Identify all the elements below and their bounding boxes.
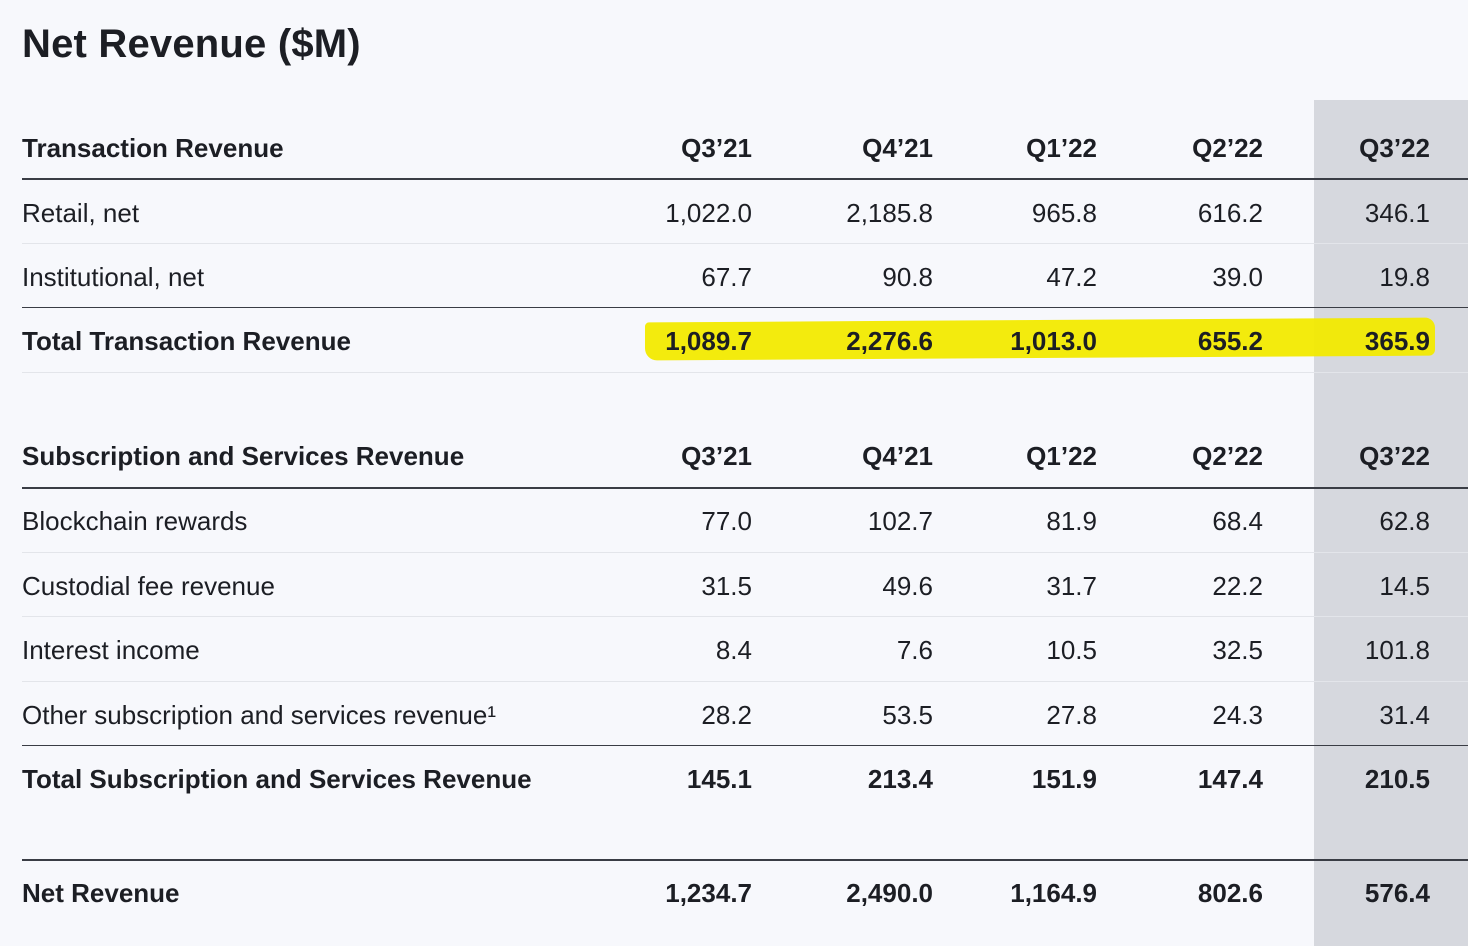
row-label: Interest income [22, 635, 200, 665]
cell-value: 151.9 [1031, 764, 1097, 794]
cell-value: 101.8 [1364, 635, 1430, 665]
current-quarter-column-shade [1314, 100, 1468, 946]
cell-value: 28.2 [701, 700, 752, 730]
cell-value: 102.7 [867, 506, 933, 536]
page-title: Net Revenue ($M) [22, 22, 361, 66]
cell-value: 22.2 [1212, 571, 1263, 601]
quarter-header: Q2’22 [1192, 441, 1263, 471]
cell-value: 1,164.9 [1010, 878, 1097, 908]
cell-value: 145.1 [686, 764, 752, 794]
row-label: Total Transaction Revenue [22, 326, 351, 356]
cell-value: 576.4 [1364, 878, 1430, 908]
cell-value: 346.1 [1364, 198, 1430, 228]
cell-value: 1,089.7 [665, 326, 752, 356]
cell-value: 49.6 [882, 571, 933, 601]
row-label: Other subscription and services revenue¹ [22, 700, 497, 730]
cell-value: 31.7 [1046, 571, 1097, 601]
header-divider [22, 178, 1468, 180]
cell-value: 213.4 [867, 764, 933, 794]
cell-value: 81.9 [1046, 506, 1097, 536]
net-revenue-divider [22, 859, 1468, 861]
cell-value: 47.2 [1046, 262, 1097, 292]
quarter-header: Q3’21 [681, 441, 752, 471]
row-divider [22, 681, 1468, 682]
quarter-header: Q1’22 [1026, 441, 1097, 471]
cell-value: 2,276.6 [846, 326, 933, 356]
cell-value: 90.8 [882, 262, 933, 292]
cell-value: 53.5 [882, 700, 933, 730]
cell-value: 10.5 [1046, 635, 1097, 665]
quarter-header: Q2’22 [1192, 133, 1263, 163]
row-label: Custodial fee revenue [22, 571, 275, 601]
cell-value: 77.0 [701, 506, 752, 536]
cell-value: 7.6 [896, 635, 933, 665]
cell-value: 14.5 [1379, 571, 1430, 601]
cell-value: 365.9 [1364, 326, 1430, 356]
cell-value: 27.8 [1046, 700, 1097, 730]
cell-value: 8.4 [715, 635, 752, 665]
quarter-header: Q3’22 [1359, 441, 1430, 471]
cell-value: 1,013.0 [1010, 326, 1097, 356]
cell-value: 62.8 [1379, 506, 1430, 536]
quarter-header: Q1’22 [1026, 133, 1097, 163]
row-label: Total Subscription and Services Revenue [22, 764, 532, 794]
cell-value: 2,185.8 [846, 198, 933, 228]
quarter-header: Q3’22 [1359, 133, 1430, 163]
cell-value: 19.8 [1379, 262, 1430, 292]
cell-value: 147.4 [1197, 764, 1263, 794]
cell-value: 210.5 [1364, 764, 1430, 794]
transaction-header-label: Transaction Revenue [22, 133, 284, 163]
quarter-header: Q4’21 [862, 441, 933, 471]
total-divider [22, 307, 1468, 308]
cell-value: 2,490.0 [846, 878, 933, 908]
cell-value: 67.7 [701, 262, 752, 292]
row-divider [22, 372, 1468, 373]
subscription-header-label: Subscription and Services Revenue [22, 441, 465, 471]
cell-value: 31.4 [1379, 700, 1430, 730]
row-divider [22, 552, 1468, 553]
cell-value: 1,022.0 [665, 198, 752, 228]
quarter-header: Q4’21 [862, 133, 933, 163]
cell-value: 965.8 [1031, 198, 1097, 228]
cell-value: 802.6 [1197, 878, 1263, 908]
quarter-header: Q3’21 [681, 133, 752, 163]
cell-value: 655.2 [1197, 326, 1263, 356]
cell-value: 31.5 [701, 571, 752, 601]
cell-value: 32.5 [1212, 635, 1263, 665]
row-label: Net Revenue [22, 878, 180, 908]
cell-value: 68.4 [1212, 506, 1263, 536]
cell-value: 1,234.7 [665, 878, 752, 908]
row-divider [22, 616, 1468, 617]
row-label: Institutional, net [22, 262, 205, 292]
row-label: Retail, net [22, 198, 140, 228]
row-divider [22, 243, 1468, 244]
total-divider [22, 745, 1468, 746]
cell-value: 39.0 [1212, 262, 1263, 292]
header-divider [22, 487, 1468, 489]
cell-value: 24.3 [1212, 700, 1263, 730]
row-label: Blockchain rewards [22, 506, 248, 536]
cell-value: 616.2 [1197, 198, 1263, 228]
